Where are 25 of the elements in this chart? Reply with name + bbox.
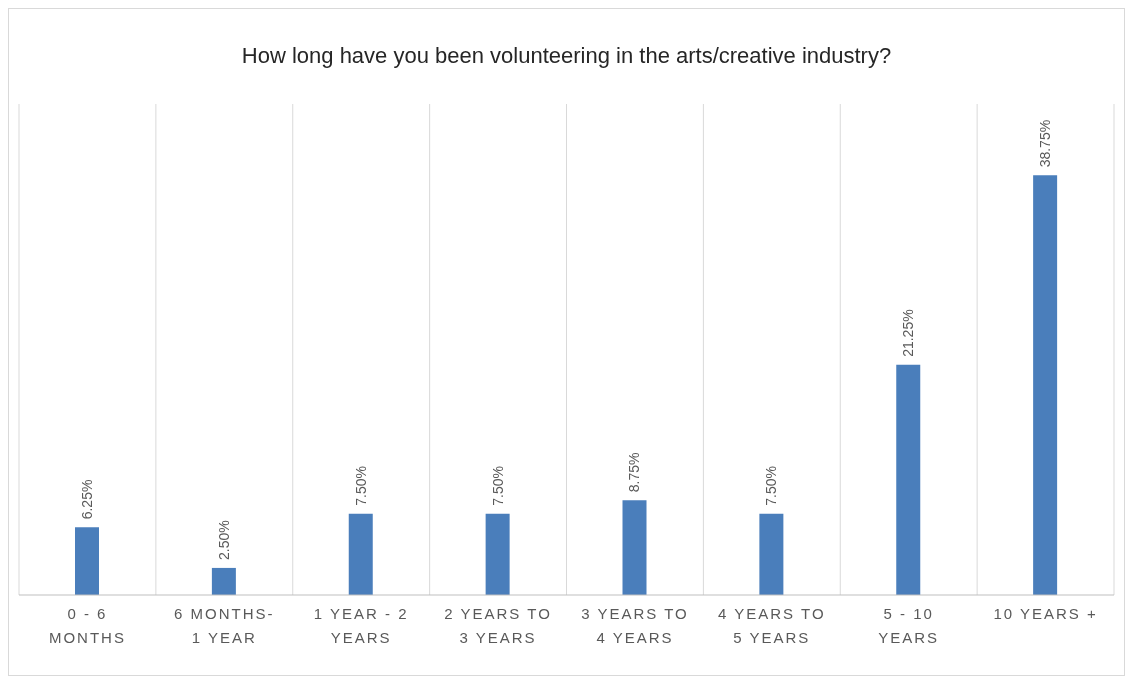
data-label: 7.50% bbox=[352, 466, 369, 506]
chart-title: How long have you been volunteering in the arts/creative industry? bbox=[240, 43, 893, 69]
x-tick-label: 2 YEARS TO 3 YEARS bbox=[444, 605, 552, 646]
data-label: 6.25% bbox=[79, 479, 95, 520]
x-tick-label: 10 YEARS + bbox=[993, 605, 1098, 622]
x-tick-label: 5 - 10 YEARS bbox=[878, 605, 940, 646]
data-label: 2.50% bbox=[215, 520, 232, 560]
bar bbox=[1033, 175, 1058, 595]
bar bbox=[211, 567, 236, 595]
x-tick-label: 3 YEARS TO 4 YEARS bbox=[581, 605, 689, 646]
data-label: 21.25% bbox=[900, 309, 917, 357]
x-tick-label: 1 YEAR - 2 YEARS bbox=[313, 605, 409, 646]
bar bbox=[485, 513, 510, 595]
data-label: 8.75% bbox=[626, 452, 643, 493]
bar bbox=[75, 527, 99, 595]
data-label: 7.50% bbox=[763, 466, 780, 506]
data-label: 7.50% bbox=[489, 466, 506, 506]
x-tick-label: 0 - 6 MONTHS bbox=[48, 605, 126, 646]
bar bbox=[896, 364, 921, 595]
x-tick-label: 4 YEARS TO 5 YEARS bbox=[718, 605, 826, 646]
x-tick-label: 6 MONTHS- 1 YEAR bbox=[174, 605, 275, 646]
bar bbox=[759, 513, 784, 595]
data-label: 38.75% bbox=[1037, 119, 1054, 168]
bar bbox=[348, 513, 373, 595]
bar bbox=[622, 500, 647, 595]
